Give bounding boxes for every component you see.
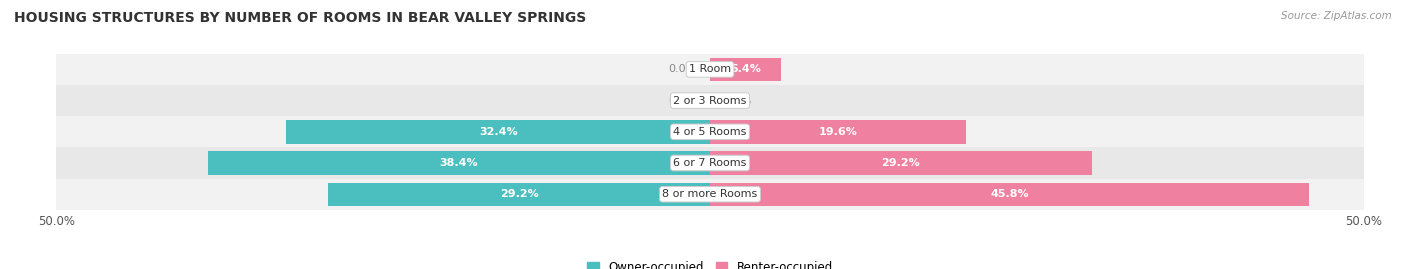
Text: 29.2%: 29.2% [882,158,921,168]
Bar [56,147,1364,179]
Text: 1 Room: 1 Room [689,64,731,75]
Bar [328,183,710,206]
Text: 4 or 5 Rooms: 4 or 5 Rooms [673,127,747,137]
Text: 6 or 7 Rooms: 6 or 7 Rooms [673,158,747,168]
Bar [56,85,1364,116]
Text: 29.2%: 29.2% [499,189,538,199]
Text: 45.8%: 45.8% [990,189,1029,199]
Bar [287,120,710,144]
Bar [56,54,1364,85]
Bar [710,151,1092,175]
Bar [56,116,1364,147]
Bar [710,58,780,81]
Text: Source: ZipAtlas.com: Source: ZipAtlas.com [1281,11,1392,21]
Text: 8 or more Rooms: 8 or more Rooms [662,189,758,199]
Legend: Owner-occupied, Renter-occupied: Owner-occupied, Renter-occupied [586,261,834,269]
Text: 0.0%: 0.0% [669,95,697,106]
Bar [208,151,710,175]
Bar [56,179,1364,210]
Text: 32.4%: 32.4% [479,127,517,137]
Text: 0.0%: 0.0% [669,64,697,75]
Text: 38.4%: 38.4% [440,158,478,168]
Bar [710,120,966,144]
Bar [710,183,1309,206]
Text: 19.6%: 19.6% [818,127,858,137]
Text: 2 or 3 Rooms: 2 or 3 Rooms [673,95,747,106]
Text: 5.4%: 5.4% [730,64,761,75]
Text: HOUSING STRUCTURES BY NUMBER OF ROOMS IN BEAR VALLEY SPRINGS: HOUSING STRUCTURES BY NUMBER OF ROOMS IN… [14,11,586,25]
Text: 0.0%: 0.0% [723,95,751,106]
